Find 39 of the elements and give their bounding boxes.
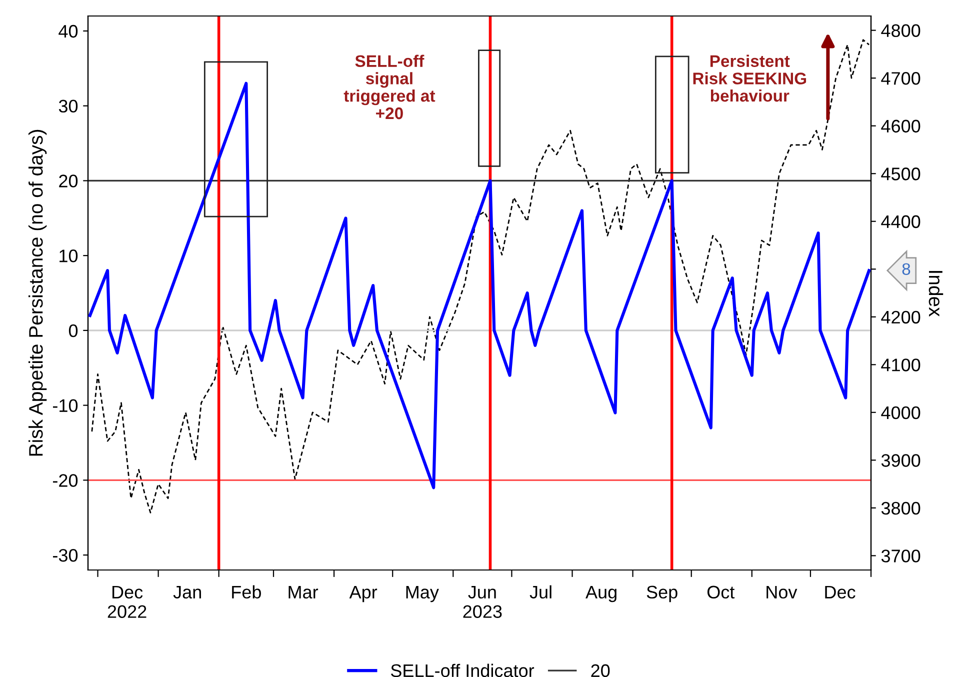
annotation: 8 <box>902 263 910 276</box>
annotation: SELL-off signal triggered at +20 <box>344 54 436 120</box>
y-tick-label: 30 <box>58 100 78 113</box>
y2-axis-title: Index <box>928 271 944 317</box>
y2-tick-label: 3700 <box>881 550 920 562</box>
y2-tick-label: 4000 <box>881 406 920 420</box>
y2-tick-label: 4700 <box>881 72 920 85</box>
y-tick-label: -20 <box>52 474 78 487</box>
legend-label: 20 <box>591 664 610 677</box>
y-tick-label: -10 <box>52 399 78 412</box>
y2-tick-label: 4500 <box>881 168 920 180</box>
x-tick-label: Feb <box>232 585 261 599</box>
x-tick-label: Dec 2022 <box>108 586 146 618</box>
x-tick-label: Jan <box>173 586 201 599</box>
y-tick-label: 40 <box>58 24 78 38</box>
x-tick-label: Oct <box>707 586 735 599</box>
y-tick-label: -30 <box>52 548 78 562</box>
x-tick-label: Jun 2023 <box>463 586 502 618</box>
y-tick-label: 0 <box>68 324 78 338</box>
x-tick-label: Apr <box>349 586 378 602</box>
y2-tick-label: 4200 <box>881 310 920 324</box>
x-tick-label: May <box>406 586 439 602</box>
y2-tick-label: 4800 <box>881 24 920 38</box>
annotation: Persistent Risk SEEKING behaviour <box>693 54 806 102</box>
y2-tick-label: 4600 <box>881 120 920 133</box>
legend-label: SELL-off Indicator <box>390 664 534 677</box>
x-tick-label: Jul <box>530 585 552 599</box>
y-axis-title: Risk Appetite Persistance (no of days) <box>28 130 47 456</box>
x-tick-label: Aug <box>586 586 616 602</box>
x-tick-label: Mar <box>288 586 318 599</box>
x-tick-label: Nov <box>766 586 798 599</box>
y-tick-label: 10 <box>60 250 78 262</box>
y2-tick-label: 3900 <box>881 454 920 467</box>
y2-tick-label: 3800 <box>881 502 920 515</box>
x-tick-label: Dec <box>825 586 856 599</box>
x-tick-label: Sep <box>646 586 678 602</box>
y2-tick-label: 4100 <box>881 358 920 372</box>
y-tick-label: 20 <box>59 174 78 188</box>
y2-tick-label: 4400 <box>881 215 920 228</box>
